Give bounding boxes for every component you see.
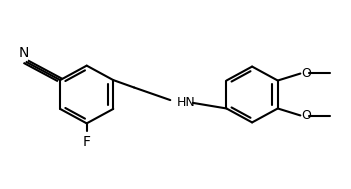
Text: O: O	[301, 67, 311, 80]
Text: HN: HN	[177, 96, 196, 109]
Text: F: F	[83, 135, 91, 149]
Text: N: N	[19, 46, 29, 60]
Text: O: O	[301, 109, 311, 122]
